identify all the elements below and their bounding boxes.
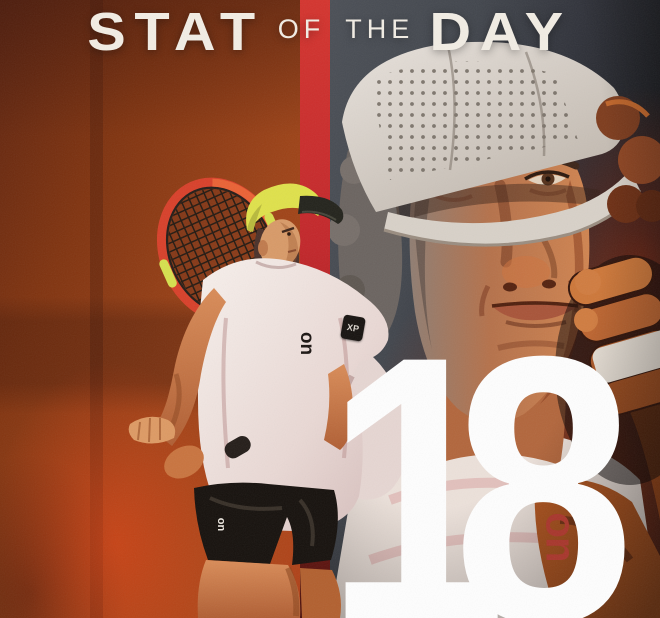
- title-bar: STAT OF THE DAY: [0, 0, 660, 64]
- on-brand-logo-shorts: on: [213, 513, 229, 535]
- on-brand-logo-chest: on: [295, 325, 319, 361]
- cap-brim: [298, 195, 344, 224]
- sleeve-patch-text: XP: [346, 321, 360, 334]
- title-word-the: THE: [345, 13, 415, 44]
- upper-hand: [128, 416, 176, 444]
- title-word-of: OF: [277, 13, 326, 44]
- on-brand-logo-stat: on: [536, 498, 586, 576]
- on-logo-text: on: [538, 512, 585, 562]
- sleeve-patch: XP: [340, 314, 366, 342]
- on-logo-text: on: [215, 517, 228, 531]
- title-word-day: DAY: [429, 2, 572, 62]
- legs: [197, 560, 341, 618]
- title-word-stat: STAT: [86, 2, 264, 62]
- on-logo-text: on: [296, 331, 318, 355]
